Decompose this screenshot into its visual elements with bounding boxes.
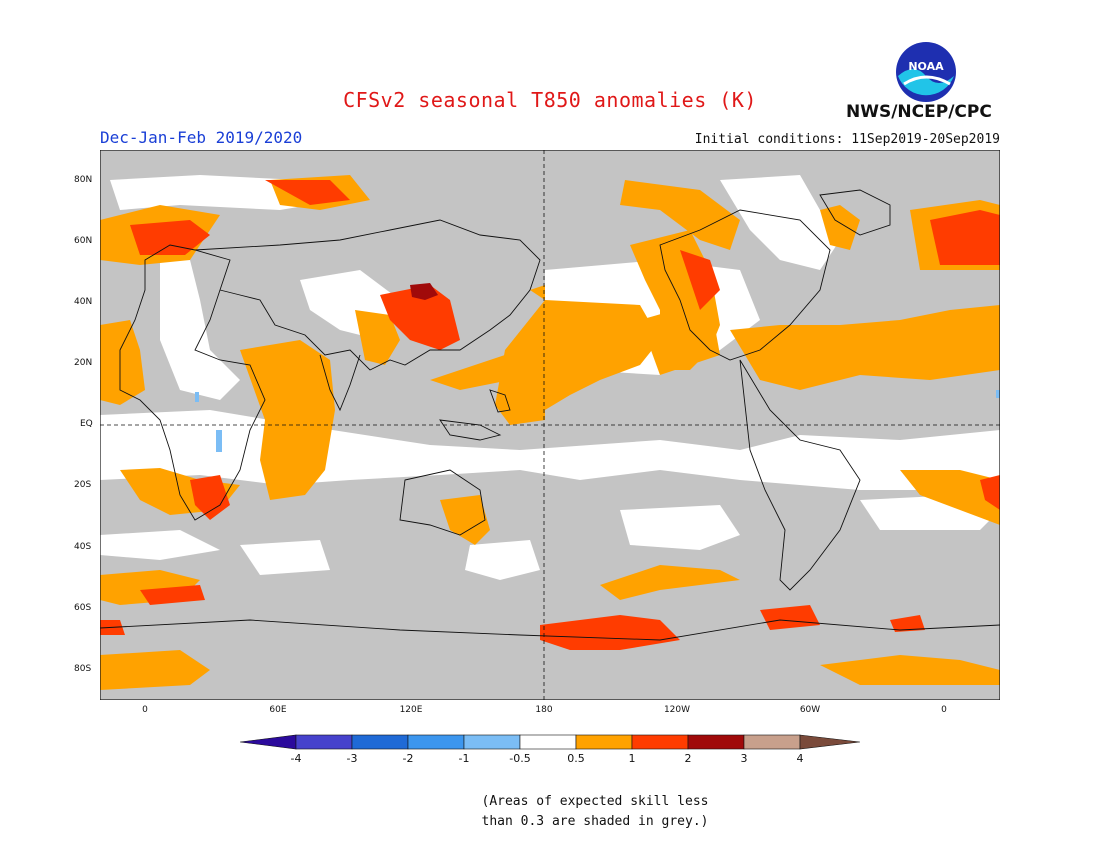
agency-label: NWS/NCEP/CPC [846, 102, 992, 122]
lat-label: 80N [74, 175, 93, 185]
anomaly-map [100, 150, 1000, 700]
skill-note-line: than 0.3 are shaded in grey.) [481, 814, 709, 829]
strong-warm-regions [100, 180, 1000, 650]
lat-label: 40S [74, 542, 92, 552]
colorbar-cell [295, 734, 353, 750]
coastlines [100, 189, 1000, 641]
lat-label: 20N [74, 358, 93, 368]
lat-label: 80S [74, 664, 92, 674]
forecast-period: Dec-Jan-Feb 2019/2020 [100, 128, 303, 147]
lon-label: 60E [269, 705, 287, 715]
svg-text:NOAA: NOAA [908, 60, 944, 73]
lat-label: 40N [74, 297, 93, 307]
lat-label: 20S [74, 480, 92, 490]
lon-label: 120E [399, 705, 423, 715]
colorbar-cell [519, 734, 577, 750]
lon-label: 0 [941, 705, 947, 715]
lat-label: 60S [74, 603, 92, 613]
colorbar-label: -3 [346, 752, 358, 765]
colorbar-cell [463, 734, 521, 750]
lon-label: 60W [799, 705, 821, 715]
extreme-warm-region [410, 283, 438, 300]
colorbar-cell [631, 734, 689, 750]
initial-conditions: Initial conditions: 11Sep2019-20Sep2019 [694, 132, 1000, 147]
colorbar-label: -2 [402, 752, 414, 765]
colorbar [240, 734, 860, 750]
lat-label: 60N [74, 236, 93, 246]
map-title: CFSv2 seasonal T850 anomalies (K) [343, 88, 757, 112]
colorbar-label: 1 [628, 752, 636, 765]
colorbar-label: 2 [684, 752, 692, 765]
cool-anomaly-regions [195, 390, 1000, 452]
noaa-logo-icon: NOAA [896, 42, 956, 102]
colorbar-label: 3 [740, 752, 748, 765]
colorbar-label: 4 [796, 752, 804, 765]
colorbar-cell [687, 734, 745, 750]
colorbar-cell [240, 734, 297, 750]
lat-label: EQ [80, 419, 93, 429]
colorbar-cell [407, 734, 465, 750]
skill-note: (Areas of expected skill less than 0.3 a… [430, 792, 760, 832]
lon-label: 120W [663, 705, 691, 715]
skill-note-line: (Areas of expected skill less [481, 794, 709, 809]
colorbar-label: -0.5 [509, 752, 531, 765]
colorbar-cell [799, 734, 860, 750]
colorbar-label: 0.5 [567, 752, 585, 765]
lon-label: 0 [142, 705, 148, 715]
colorbar-label: -4 [290, 752, 302, 765]
colorbar-cell [575, 734, 633, 750]
lon-label: 180 [535, 705, 553, 715]
colorbar-cell [743, 734, 801, 750]
colorbar-label: -1 [458, 752, 470, 765]
colorbar-cell [351, 734, 409, 750]
